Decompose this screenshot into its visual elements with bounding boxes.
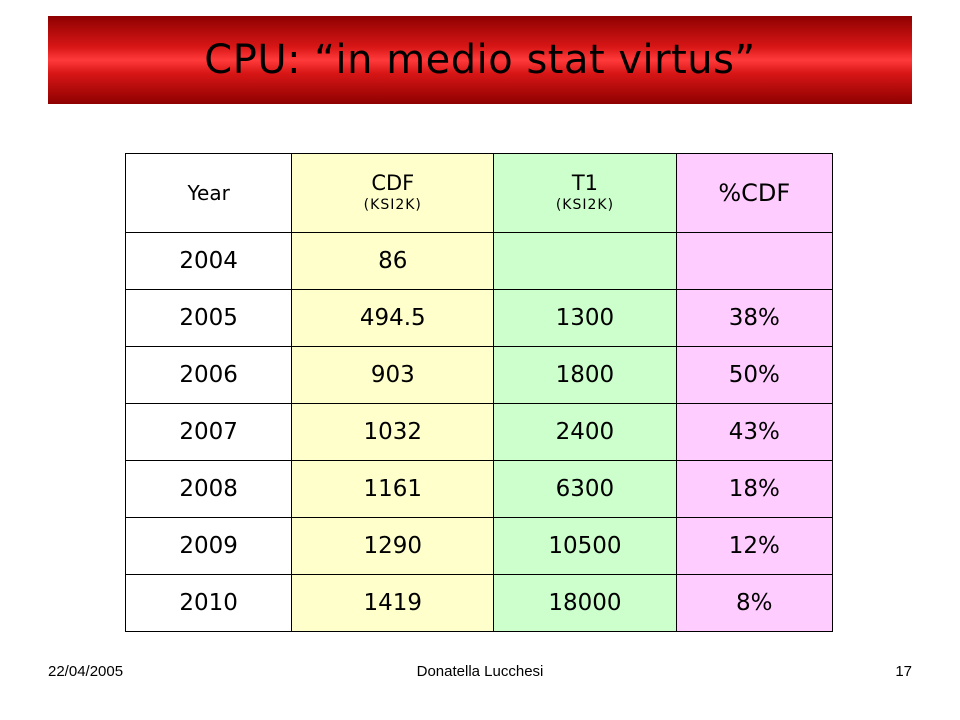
header-t1-label: T1 xyxy=(571,171,599,195)
cell-pct: 43% xyxy=(675,403,834,461)
cell-cdf: 903 xyxy=(291,346,495,404)
cell-year: 2005 xyxy=(124,289,293,347)
table-row: 2004 86 xyxy=(124,232,834,290)
slide-title: CPU: “in medio stat virtus” xyxy=(204,37,756,83)
table-row: 2006 903 1800 50% xyxy=(124,346,834,404)
cell-year: 2008 xyxy=(124,460,293,518)
cell-t1 xyxy=(493,232,677,290)
cell-cdf: 494.5 xyxy=(291,289,495,347)
cell-pct: 12% xyxy=(675,517,834,575)
header-cdf-unit: (KSI2K) xyxy=(363,197,422,213)
footer-date: 22/04/2005 xyxy=(48,663,124,680)
cell-year: 2010 xyxy=(124,574,293,632)
cell-year: 2007 xyxy=(124,403,293,461)
cell-t1: 1800 xyxy=(493,346,677,404)
cell-t1: 18000 xyxy=(493,574,677,632)
cell-year: 2009 xyxy=(124,517,293,575)
table-header-row: Year CDF (KSI2K) T1 (KSI2K) %CDF xyxy=(124,153,834,233)
table-row: 2007 1032 2400 43% xyxy=(124,403,834,461)
footer-page-number: 17 xyxy=(895,663,912,680)
cell-pct: 38% xyxy=(675,289,834,347)
header-cdf-label: CDF xyxy=(371,171,415,195)
table-row: 2010 1419 18000 8% xyxy=(124,574,834,632)
header-cdf: CDF (KSI2K) xyxy=(291,153,495,233)
cell-t1: 2400 xyxy=(493,403,677,461)
table-row: 2009 1290 10500 12% xyxy=(124,517,834,575)
cell-t1: 6300 xyxy=(493,460,677,518)
header-pct: %CDF xyxy=(675,153,834,233)
table-row: 2008 1161 6300 18% xyxy=(124,460,834,518)
cell-year: 2004 xyxy=(124,232,293,290)
header-t1: T1 (KSI2K) xyxy=(493,153,677,233)
cell-pct: 50% xyxy=(675,346,834,404)
cell-cdf: 1290 xyxy=(291,517,495,575)
header-t1-unit: (KSI2K) xyxy=(555,197,615,213)
cell-cdf: 1032 xyxy=(291,403,495,461)
footer-author: Donatella Lucchesi xyxy=(416,663,544,680)
header-year: Year xyxy=(124,153,293,233)
cell-t1: 10500 xyxy=(493,517,677,575)
title-banner: CPU: “in medio stat virtus” xyxy=(48,16,912,104)
cell-cdf: 86 xyxy=(291,232,495,290)
header-pct-label: %CDF xyxy=(718,179,791,207)
cell-year: 2006 xyxy=(124,346,293,404)
cell-t1: 1300 xyxy=(493,289,677,347)
cell-cdf: 1419 xyxy=(291,574,495,632)
cell-pct: 8% xyxy=(675,574,834,632)
cpu-table: Year CDF (KSI2K) T1 (KSI2K) %CDF 2004 86… xyxy=(124,153,834,632)
cell-cdf: 1161 xyxy=(291,460,495,518)
cell-pct: 18% xyxy=(675,460,834,518)
cell-pct xyxy=(675,232,834,290)
table-row: 2005 494.5 1300 38% xyxy=(124,289,834,347)
